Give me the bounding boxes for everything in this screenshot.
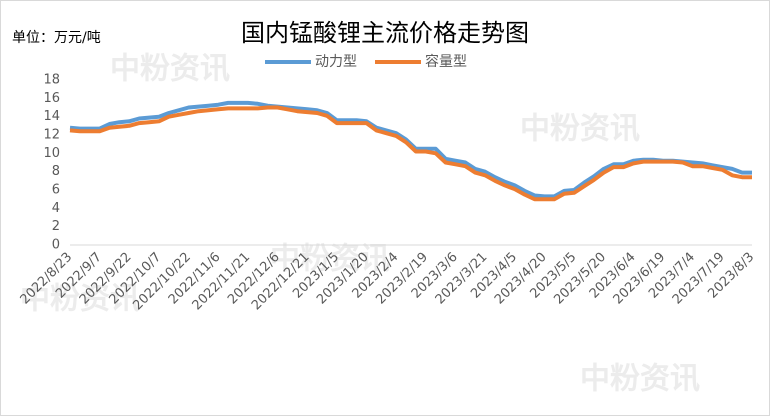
y-tick-label: 8 xyxy=(52,164,60,179)
watermark: 中粉资讯 xyxy=(270,242,390,277)
watermark: 中粉资讯 xyxy=(580,362,700,397)
watermark: 中粉资讯 xyxy=(20,282,140,317)
legend-label: 容量型 xyxy=(425,53,467,70)
y-tick-label: 6 xyxy=(52,183,60,198)
y-tick-label: 18 xyxy=(43,73,60,88)
y-tick-label: 14 xyxy=(43,109,60,124)
y-tick-label: 16 xyxy=(43,91,60,106)
legend-label: 动力型 xyxy=(315,54,357,70)
unit-label: 单位：万元/吨 xyxy=(12,30,101,46)
y-tick-label: 10 xyxy=(43,146,60,161)
y-tick-label: 0 xyxy=(52,238,60,253)
y-tick-label: 12 xyxy=(43,128,60,143)
legend: 动力型 容量型 xyxy=(265,53,467,70)
watermark: 中粉资讯 xyxy=(110,52,230,87)
y-tick-label: 4 xyxy=(52,201,60,216)
series-line xyxy=(69,105,752,202)
watermark: 中粉资讯 xyxy=(520,112,640,147)
y-tick-label: 2 xyxy=(52,219,60,234)
chart-title: 国内锰酸锂主流价格走势图 xyxy=(241,19,529,47)
